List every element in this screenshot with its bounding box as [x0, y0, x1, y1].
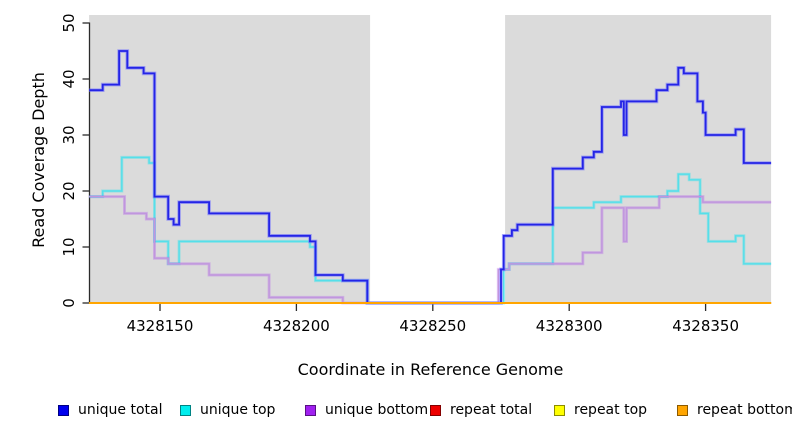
series-line-unique-total [89, 50, 772, 304]
y-axis-title: Read Coverage Depth [29, 72, 48, 248]
series-line-unique-bottom [89, 195, 772, 304]
x-tick-label: 4328350 [672, 317, 739, 335]
y-tick-label: 30 [60, 125, 78, 144]
x-tick-label: 4328300 [536, 317, 603, 335]
y-tick-label: 50 [60, 13, 78, 32]
panel-shade-region [505, 15, 772, 303]
y-tick-label: 20 [60, 181, 78, 200]
y-tick-label: 0 [60, 298, 78, 308]
x-tick-label: 4328150 [127, 317, 194, 335]
y-tick-label: 40 [60, 69, 78, 88]
x-tick-label: 4328200 [263, 317, 330, 335]
x-axis-title: Coordinate in Reference Genome [297, 360, 564, 379]
y-tick-label: 10 [60, 237, 78, 256]
panel-shade-region [89, 15, 371, 303]
x-tick-label: 4328250 [399, 317, 466, 335]
